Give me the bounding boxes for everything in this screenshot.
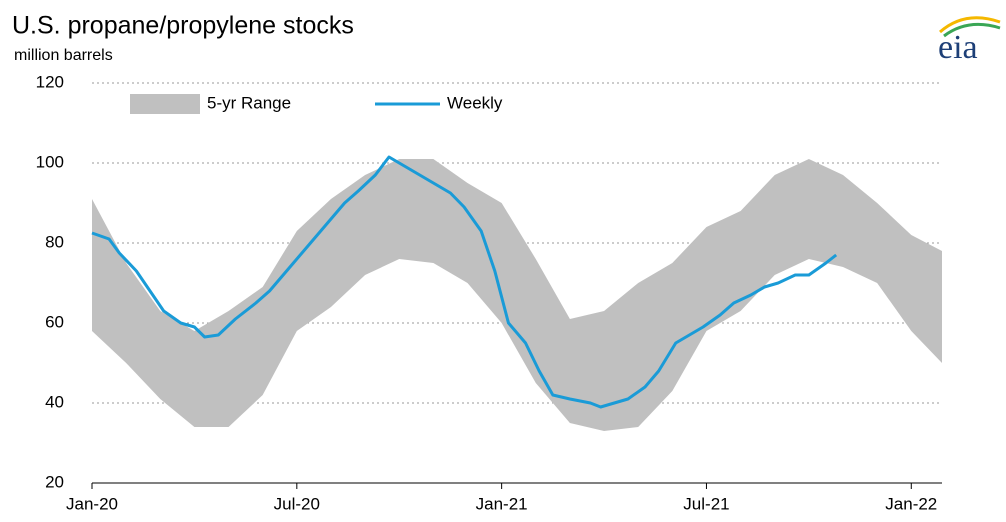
y-tick-label: 100 <box>36 152 64 171</box>
y-tick-label: 80 <box>45 232 64 251</box>
chart-subtitle: million barrels <box>14 47 113 64</box>
legend-swatch <box>130 94 200 114</box>
legend-label: Weekly <box>447 93 503 112</box>
y-tick-label: 60 <box>45 312 64 331</box>
x-tick-label: Jul-20 <box>274 494 320 513</box>
y-tick-label: 40 <box>45 392 64 411</box>
range-area <box>92 159 942 431</box>
weekly-line <box>91 155 838 409</box>
x-tick-label: Jul-21 <box>683 494 729 513</box>
legend-label: 5-yr Range <box>207 93 291 112</box>
logo-swoosh <box>939 16 1001 34</box>
logo-swoosh <box>943 22 1001 38</box>
logo: eia <box>938 29 978 66</box>
y-tick-label: 120 <box>36 72 64 91</box>
y-tick-label: 20 <box>45 472 64 491</box>
x-tick-label: Jan-21 <box>476 494 528 513</box>
chart-title: U.S. propane/propylene stocks <box>12 12 354 40</box>
x-tick-label: Jan-20 <box>66 494 118 513</box>
x-tick-label: Jan-22 <box>885 494 937 513</box>
